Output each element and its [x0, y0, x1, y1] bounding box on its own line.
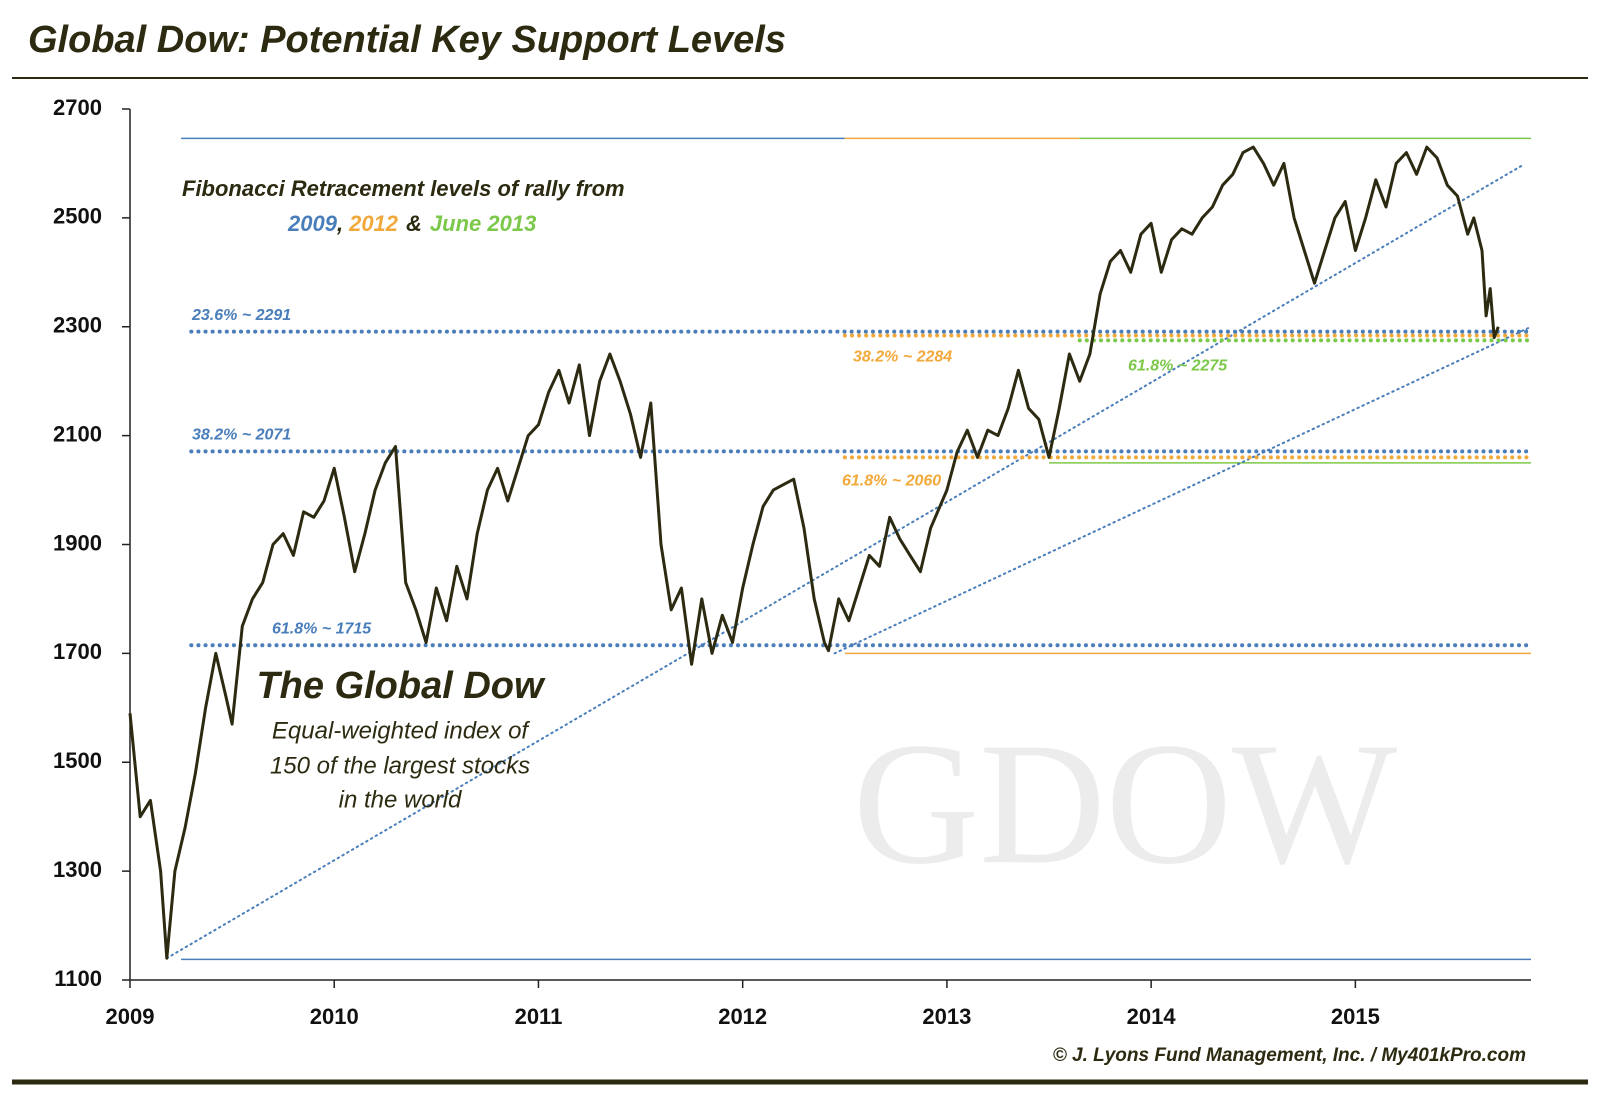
x-tick-label: 2011	[515, 1004, 563, 1029]
y-tick-label: 1700	[53, 639, 102, 664]
fib-level-label: 38.2% ~ 2284	[853, 349, 952, 366]
x-tick-label: 2014	[1127, 1004, 1177, 1029]
fib-level-label: 23.6% ~ 2291	[191, 307, 291, 324]
annotation-year: June 2013	[430, 211, 536, 236]
x-tick-label: 2015	[1331, 1004, 1380, 1029]
plot-area: 1100 1300 1500 1700 1900 2100 2300 2500 2700 2009…	[53, 95, 1533, 1029]
fib-level-label: 61.8% ~ 1715	[272, 620, 372, 637]
annotation-year: 2012	[348, 211, 399, 236]
annotation-year: &	[406, 211, 422, 236]
fib-level-label: 38.2% ~ 2071	[192, 427, 291, 444]
y-tick-label: 1900	[53, 530, 102, 555]
index-description: in the world	[339, 786, 462, 813]
x-tick-label: 2009	[106, 1004, 155, 1029]
fib-level-label: 61.8% ~ 2275	[1128, 358, 1228, 375]
annotation-years: 2009, 2012 & June 2013	[287, 211, 536, 236]
trendline	[833, 325, 1532, 655]
y-tick-label: 2300	[53, 313, 102, 338]
x-tick-label: 2012	[718, 1004, 767, 1029]
y-tick-label: 2700	[53, 95, 102, 120]
y-tick-label: 2100	[53, 421, 102, 446]
index-name: The Global Dow	[256, 665, 546, 707]
x-tick-label: 2013	[922, 1004, 971, 1029]
y-tick-label: 1300	[53, 857, 102, 882]
index-description: Equal-weighted index of	[272, 717, 531, 744]
y-tick-label: 1500	[53, 748, 102, 773]
credit: © J. Lyons Fund Management, Inc. / My401…	[1053, 1045, 1526, 1066]
trendline	[165, 164, 1524, 960]
index-line	[128, 145, 1500, 960]
y-tick-label: 1100	[54, 966, 102, 991]
fib-level-label: 61.8% ~ 2060	[842, 473, 941, 490]
annotation-heading: Fibonacci Retracement levels of rally fr…	[182, 176, 625, 201]
index-description: 150 of the largest stocks	[270, 752, 530, 779]
y-tick-label: 2500	[53, 204, 102, 229]
watermark: GDOW	[853, 706, 1397, 900]
annotation-year: 2009	[287, 211, 338, 236]
x-tick-label: 2010	[310, 1004, 359, 1029]
chart-title: Global Dow: Potential Key Support Levels	[28, 19, 786, 61]
annotation-year: ,	[336, 211, 343, 236]
